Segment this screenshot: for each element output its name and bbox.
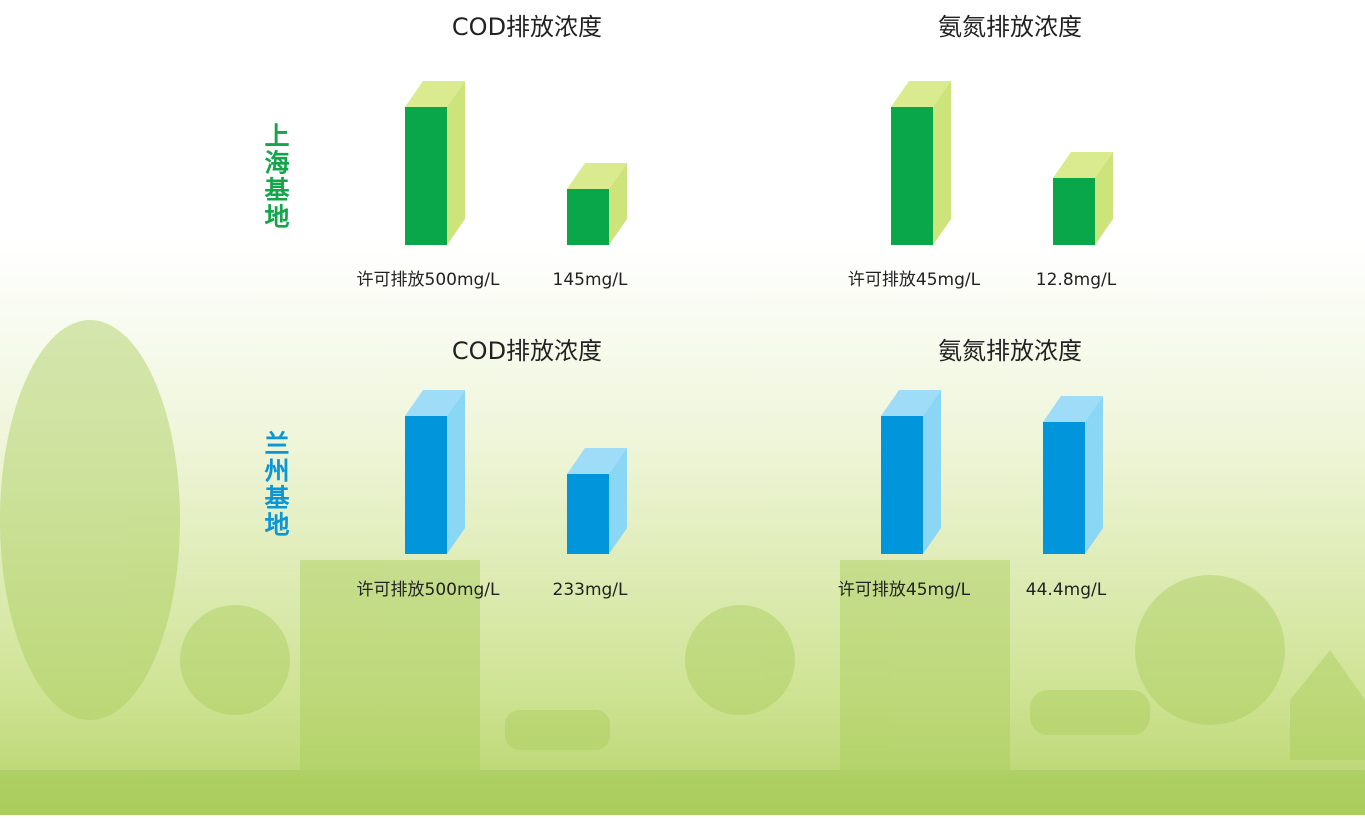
base-label: 上 bbox=[264, 122, 289, 151]
bar-front bbox=[567, 474, 609, 554]
bar-side bbox=[1085, 396, 1103, 554]
bar-top bbox=[1043, 396, 1103, 422]
bar-front bbox=[1053, 178, 1095, 245]
bar-label: 许可排放45mg/L bbox=[838, 580, 971, 600]
base-label: 州 bbox=[264, 457, 289, 486]
panel-title: COD排放浓度 bbox=[452, 337, 602, 365]
bar-label: 12.8mg/L bbox=[1036, 270, 1117, 290]
bar-top bbox=[881, 390, 941, 416]
bar-label: 145mg/L bbox=[553, 270, 629, 290]
bar-side bbox=[923, 390, 941, 554]
bar-front bbox=[567, 189, 609, 245]
bar-top bbox=[405, 81, 465, 107]
bar-front bbox=[405, 107, 447, 245]
bar-top bbox=[405, 390, 465, 416]
base-label: 地 bbox=[264, 203, 289, 232]
panel-title: 氨氮排放浓度 bbox=[938, 13, 1082, 41]
bar-label: 许可排放500mg/L bbox=[357, 270, 501, 290]
bar-side bbox=[1095, 152, 1113, 245]
bar-top bbox=[567, 163, 627, 189]
base-label: 基 bbox=[264, 484, 289, 513]
bar-label: 许可排放45mg/L bbox=[848, 270, 981, 290]
city-decoration bbox=[0, 320, 1365, 815]
bar-front bbox=[881, 416, 923, 554]
panel-title: COD排放浓度 bbox=[452, 13, 602, 41]
base-label: 基 bbox=[264, 176, 289, 205]
bar-top bbox=[891, 81, 951, 107]
bar-side bbox=[447, 81, 465, 245]
bar-side bbox=[933, 81, 951, 245]
bar-side bbox=[609, 163, 627, 245]
bar-label: 44.4mg/L bbox=[1026, 580, 1107, 600]
bar-top bbox=[567, 448, 627, 474]
base-label: 兰 bbox=[264, 430, 289, 459]
bar-front bbox=[891, 107, 933, 245]
bar-side bbox=[609, 448, 627, 554]
bar-label: 许可排放500mg/L bbox=[357, 580, 501, 600]
bar-label: 233mg/L bbox=[553, 580, 629, 600]
bar-side bbox=[447, 390, 465, 554]
bar-front bbox=[405, 416, 447, 554]
panel-title: 氨氮排放浓度 bbox=[938, 337, 1082, 365]
bar-front bbox=[1043, 422, 1085, 554]
base-label: 海 bbox=[264, 149, 289, 178]
base-label: 地 bbox=[264, 511, 289, 540]
bar-top bbox=[1053, 152, 1113, 178]
